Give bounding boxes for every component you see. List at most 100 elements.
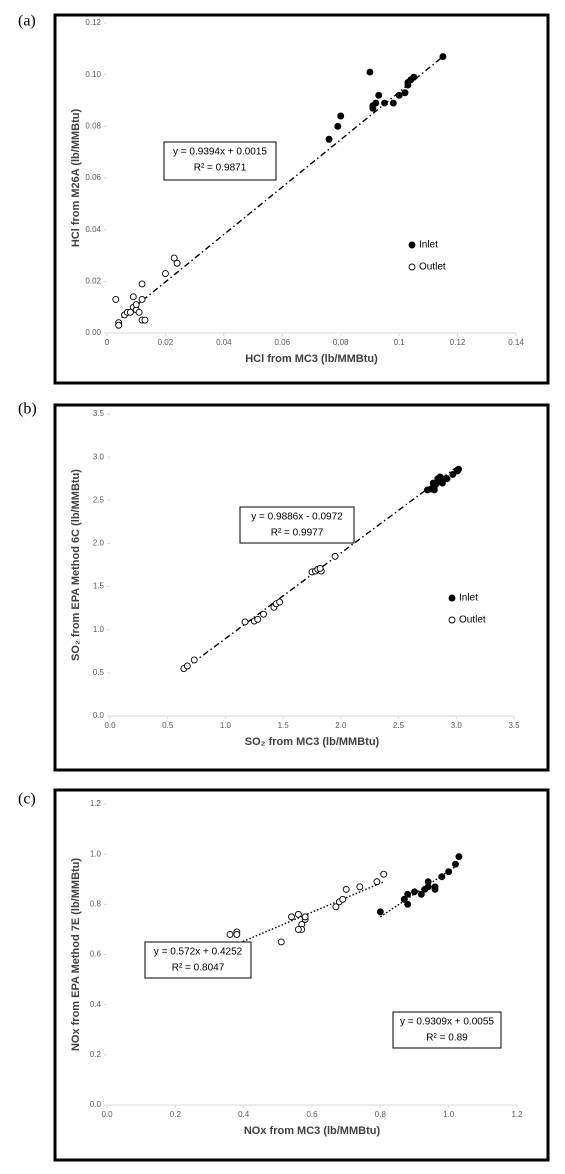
data-point: [241, 618, 249, 626]
data-point: [424, 878, 432, 886]
data-point: [233, 930, 241, 938]
x-tick-label: 3.0: [451, 721, 463, 730]
data-point: [438, 873, 446, 881]
y-tick-label: 2.0: [93, 539, 105, 548]
y-tick-label: 0.08: [85, 121, 101, 130]
x-axis-label: NOx from MC3 (lb/MMBtu): [244, 1125, 381, 1137]
x-tick-label: 2.0: [335, 721, 347, 730]
y-tick-label: 0.0: [90, 1100, 102, 1109]
panel-frame: [53, 13, 550, 385]
data-point: [254, 615, 262, 623]
data-point: [356, 883, 364, 891]
data-point: [129, 293, 137, 301]
data-point: [375, 91, 383, 99]
equation-text: y = 0.9309x + 0.0055: [400, 1017, 494, 1028]
y-tick-label: 0.8: [90, 899, 102, 908]
x-tick-label: 3.5: [508, 721, 520, 730]
equation-box: [163, 141, 277, 181]
y-tick-label: 0.10: [85, 70, 101, 79]
y-tick-label: 3.0: [93, 452, 105, 461]
data-point: [411, 888, 418, 896]
x-tick-label: 0.2: [170, 1110, 182, 1119]
data-point: [316, 565, 324, 572]
y-axis-label: HCl from M26A (lb/MMBtu): [70, 109, 82, 248]
x-tick-label: 0.8: [375, 1110, 387, 1119]
equation-text: y = 0.9886x - 0.0972: [251, 512, 343, 523]
x-tick-label: 0.02: [158, 338, 174, 347]
x-tick-label: 0.14: [508, 338, 524, 347]
y-tick-label: 1.0: [93, 625, 105, 634]
data-point: [381, 99, 388, 107]
data-point: [445, 868, 453, 876]
data-point: [452, 860, 459, 868]
y-tick-label: 1.0: [90, 849, 102, 858]
legend-marker: [408, 241, 416, 249]
y-tick-label: 3.5: [93, 409, 105, 418]
x-tick-label: 0: [105, 338, 110, 347]
y-axis-label: SO₂ from EPA Method 6C (lb/MMBtu): [70, 469, 82, 661]
data-point: [170, 254, 178, 262]
x-tick-label: 2.5: [393, 721, 405, 730]
y-tick-label: 0.4: [90, 1000, 102, 1009]
legend-label: Inlet: [419, 240, 438, 251]
x-tick-label: 0.4: [238, 1110, 250, 1119]
legend-marker: [408, 263, 416, 271]
panel-frame: [53, 788, 550, 1162]
x-tick-label: 0.6: [306, 1110, 318, 1119]
x-axis-label: HCl from MC3 (lb/MMBtu): [245, 353, 378, 365]
y-tick-label: 0.2: [90, 1050, 102, 1059]
data-point: [138, 280, 146, 288]
data-point: [294, 910, 302, 918]
data-point: [380, 870, 388, 878]
data-point: [366, 68, 374, 76]
panel-label: (a): [18, 13, 36, 30]
data-point: [404, 890, 412, 898]
y-tick-label: 0.5: [93, 668, 105, 677]
panel-frame: [53, 403, 550, 772]
x-tick-label: 0.0: [101, 1110, 113, 1119]
data-point: [294, 925, 302, 933]
x-tick-label: 1.0: [443, 1110, 455, 1119]
x-tick-label: 1.0: [220, 721, 232, 730]
equation-text: y = 0.572x + 0.4252: [154, 947, 243, 958]
data-point: [431, 885, 439, 893]
legend-label: Outlet: [459, 615, 486, 626]
x-tick-label: 0.1: [394, 338, 406, 347]
trendline: [121, 56, 444, 319]
data-point: [342, 885, 350, 893]
data-point: [132, 301, 140, 309]
data-point: [439, 53, 447, 61]
x-tick-label: 0.08: [333, 338, 349, 347]
data-point: [404, 78, 412, 86]
data-point: [443, 475, 451, 483]
data-point: [325, 135, 333, 143]
trendline: [181, 466, 457, 672]
data-point: [410, 73, 418, 81]
data-point: [226, 930, 234, 938]
equation-text: R² = 0.9977: [271, 528, 324, 539]
y-tick-label: 0.00: [85, 328, 101, 337]
equation-box: [239, 506, 355, 544]
legend-marker: [448, 616, 456, 624]
data-point: [138, 295, 146, 303]
y-tick-label: 0.06: [85, 173, 101, 182]
equation-text: R² = 0.8047: [172, 963, 225, 974]
equation-box: [392, 1011, 502, 1049]
equation-text: R² = 0.89: [426, 1033, 468, 1044]
equation-box: [144, 941, 252, 979]
data-point: [334, 122, 342, 130]
data-point: [400, 895, 408, 903]
data-point: [401, 89, 409, 97]
data-point: [276, 598, 284, 606]
data-point: [161, 270, 169, 278]
legend-label: Outlet: [419, 262, 446, 273]
data-point: [373, 878, 381, 886]
legend-label: Inlet: [459, 593, 478, 604]
x-tick-label: 1.2: [511, 1110, 523, 1119]
data-point: [126, 308, 134, 316]
data-point: [404, 900, 412, 908]
data-point: [141, 316, 149, 324]
data-point: [190, 656, 198, 664]
y-tick-label: 1.5: [93, 582, 105, 591]
y-tick-label: 0.6: [90, 950, 102, 959]
